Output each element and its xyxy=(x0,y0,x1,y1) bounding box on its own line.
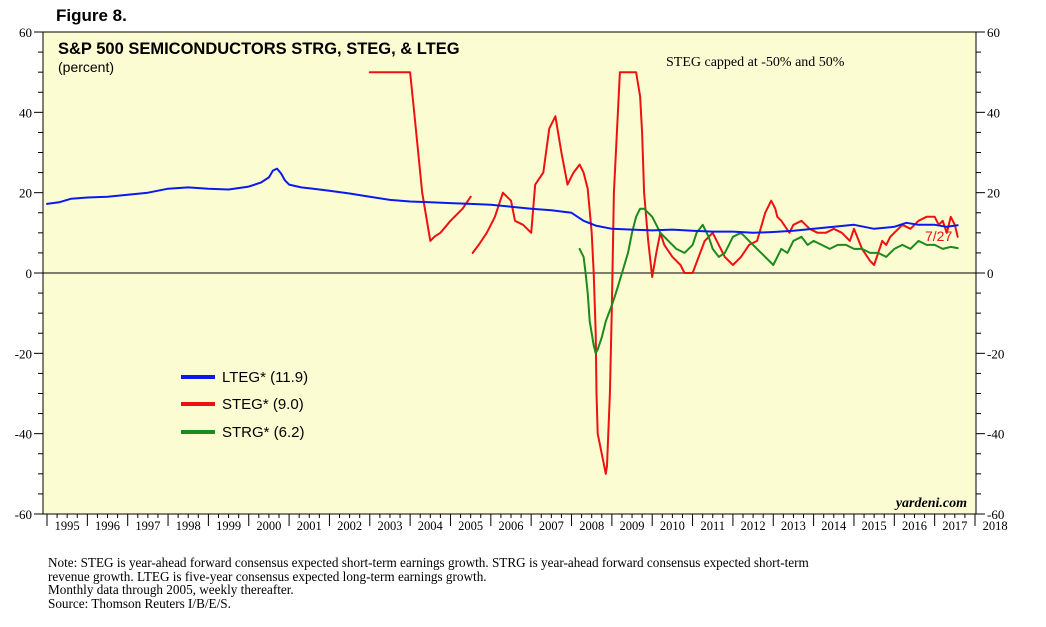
y-tick-label: 40 xyxy=(19,105,32,120)
x-tick-label: 2003 xyxy=(377,519,402,533)
x-tick-label: 1995 xyxy=(55,519,80,533)
chart-subtitle: (percent) xyxy=(58,59,114,75)
series-layer xyxy=(46,71,959,475)
x-tick-label: 2016 xyxy=(902,519,927,533)
y-tick-label: 60 xyxy=(19,25,32,40)
x-tick-label: 2007 xyxy=(539,519,564,533)
y-tick-label: -40 xyxy=(987,427,1004,442)
chart-title: S&P 500 SEMICONDUCTORS STRG, STEG, & LTE… xyxy=(58,40,460,58)
y-tick-label: 20 xyxy=(19,186,32,201)
x-tick-label: 2000 xyxy=(256,519,281,533)
footnote-line: Monthly data through 2005, weekly therea… xyxy=(48,582,294,597)
x-tick-label: 2008 xyxy=(579,519,604,533)
figure-label: Figure 8. xyxy=(56,6,127,25)
x-tick-label: 1999 xyxy=(216,519,241,533)
y-tick-label: -60 xyxy=(15,507,32,522)
y-tick-label: -20 xyxy=(987,346,1004,361)
footnote-line: revenue growth. LTEG is five-year consen… xyxy=(48,568,487,584)
x-tick-label: 2012 xyxy=(741,519,766,533)
footnote-line: Note: STEG is year-ahead forward consens… xyxy=(48,555,809,570)
x-tick-label: 2009 xyxy=(620,519,645,533)
x-axis: 1995 1996 1997 1998 1999 2000 2001 2002 2003 2004… xyxy=(46,514,1008,533)
y-tick-label: 40 xyxy=(987,105,1000,120)
x-tick-label: 2002 xyxy=(337,519,362,533)
footnotes: Note: STEG is year-ahead forward consens… xyxy=(48,556,1008,610)
legend-label-lteg: LTEG* (11.9) xyxy=(222,369,308,386)
steg-series-line xyxy=(368,71,472,242)
y-tick-label: -20 xyxy=(15,346,32,361)
y-axis-left: 60 40 20 0 -20 -40 -60 xyxy=(15,25,43,522)
x-tick-label: 1998 xyxy=(176,519,201,533)
steg-cap-annotation: STEG capped at -50% and 50% xyxy=(666,55,845,70)
watermark: yardeni.com xyxy=(894,496,967,511)
legend: LTEG* (11.9) STEG* (9.0) STRG* (6.2) xyxy=(181,369,308,441)
x-tick-label: 2013 xyxy=(781,519,806,533)
x-tick-label: 1997 xyxy=(135,519,160,533)
footnote-line: Source: Thomson Reuters I/B/E/S. xyxy=(48,595,231,611)
x-tick-label: 2005 xyxy=(458,519,483,533)
x-tick-label: 1996 xyxy=(95,519,120,533)
x-tick-label: 2004 xyxy=(418,519,444,533)
y-tick-label: 20 xyxy=(987,186,1000,201)
x-tick-label: 2018 xyxy=(983,519,1008,533)
y-tick-label: 60 xyxy=(987,25,1000,40)
x-tick-label: 2014 xyxy=(821,519,847,533)
x-tick-label: 2017 xyxy=(942,519,967,533)
legend-label-strg: STRG* (6.2) xyxy=(222,424,305,441)
y-tick-label: 0 xyxy=(987,266,994,281)
lteg-series-line xyxy=(46,167,959,234)
strg-series-line xyxy=(578,207,959,355)
x-tick-label: 2015 xyxy=(862,519,887,533)
legend-label-steg: STEG* (9.0) xyxy=(222,396,304,413)
y-tick-label: -60 xyxy=(987,507,1004,522)
x-tick-label: 2011 xyxy=(700,519,725,533)
y-axis-right: 60 40 20 0 -20 -40 -60 xyxy=(976,25,1004,522)
x-tick-label: 2010 xyxy=(660,519,685,533)
x-tick-label: 2006 xyxy=(499,519,524,533)
y-tick-label: 0 xyxy=(26,266,33,281)
x-tick-label: 2001 xyxy=(297,519,322,533)
steg-series-line xyxy=(471,71,959,475)
y-tick-label: -40 xyxy=(15,427,32,442)
last-date-label: 7/27 xyxy=(925,228,952,244)
